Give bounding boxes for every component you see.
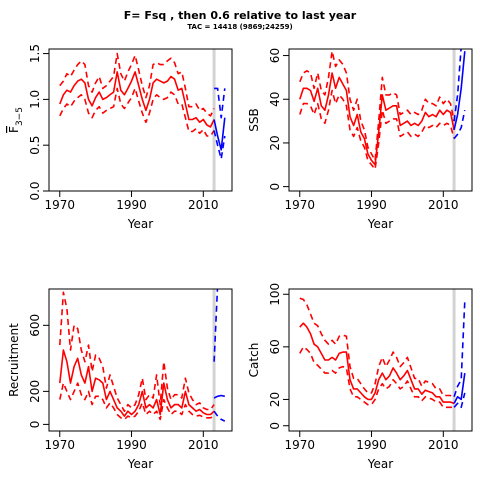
x-axis-label: Year	[127, 457, 153, 471]
x-tick-label: 2010	[428, 438, 459, 452]
x-tick-label: 2010	[428, 198, 459, 212]
chart-panel-bottom-left: 1970 1990 2010 0 200 600 Year Recruitment	[7, 288, 233, 471]
series-group	[59, 52, 226, 160]
y-tick-label: 0.5	[28, 136, 42, 155]
series-projection-upper	[453, 300, 466, 398]
y-axis-label-subscript: 3−5	[15, 107, 25, 126]
chart-panel-top-right: 1970 1990 2010 0 20 40 60 Year SSB	[247, 48, 473, 231]
x-axis-label: Year	[127, 217, 153, 231]
y-axis-label: Catch	[247, 343, 261, 378]
series-group	[59, 289, 226, 422]
x-tick-label: 1970	[284, 438, 315, 452]
y-tick-label: 600	[28, 314, 42, 337]
x-tick-label: 1990	[356, 438, 387, 452]
series-group	[299, 297, 466, 409]
series-history-median	[59, 349, 215, 417]
series-history-lower	[59, 382, 215, 421]
series-history-upper	[299, 297, 455, 398]
x-tick-label: 2010	[188, 438, 219, 452]
series-projection-lower	[213, 410, 226, 422]
series-projection-median	[453, 51, 466, 130]
y-axis-label: SSB	[247, 108, 261, 131]
plot-frame	[48, 48, 233, 192]
chart-panel-top-left: 1970 1990 2010 0.0 0.5 1.0 1.5 Year F3−5	[7, 44, 233, 231]
series-history-upper	[59, 291, 215, 413]
y-tick-label: 1.5	[28, 44, 42, 63]
y-tick-label: 200	[28, 380, 42, 403]
y-tick-label: 20	[268, 392, 282, 407]
x-tick-label: 1970	[44, 438, 75, 452]
series-projection-median	[453, 372, 466, 404]
y-tick-label: 100	[268, 283, 282, 306]
y-tick-label: 20	[268, 135, 282, 150]
y-axis-label-main: F	[7, 126, 21, 133]
plot-frame	[288, 288, 473, 432]
series-history-lower	[299, 346, 455, 409]
series-history-upper	[59, 52, 215, 117]
y-tick-label: 1.0	[28, 90, 42, 109]
figure-subtitle: TAC = 14418 (9869;24259)	[187, 23, 293, 31]
series-history-lower	[299, 89, 455, 170]
series-history-median	[299, 72, 455, 166]
y-tick-label: 60	[268, 339, 282, 354]
figure-title: F= Fsq , then 0.6 relative to last year	[123, 9, 357, 22]
chart-panel-bottom-right: 1970 1990 2010 0 20 60 100 Year Catch	[247, 283, 473, 471]
y-axis-label: F3−5	[7, 107, 25, 133]
x-tick-label: 1970	[284, 198, 315, 212]
x-tick-label: 1990	[116, 438, 147, 452]
series-history-lower	[59, 87, 215, 137]
x-tick-label: 1970	[44, 198, 75, 212]
y-tick-label: 0	[28, 421, 42, 429]
series-projection-lower	[453, 110, 466, 140]
series-history-median	[59, 71, 215, 128]
y-tick-label: 40	[268, 92, 282, 107]
y-tick-label: 0	[268, 183, 282, 191]
series-projection-median	[213, 394, 225, 399]
x-tick-label: 2010	[188, 198, 219, 212]
series-history-median	[299, 322, 455, 405]
plot-frame	[48, 288, 233, 432]
x-axis-label: Year	[367, 457, 393, 471]
x-tick-label: 1990	[116, 198, 147, 212]
series-group	[299, 49, 466, 170]
y-tick-label: 0.0	[28, 181, 42, 200]
series-projection-upper	[213, 289, 219, 362]
series-history-upper	[299, 50, 455, 162]
y-tick-label: 60	[268, 48, 282, 63]
series-projection-lower	[213, 130, 226, 160]
x-tick-label: 1990	[356, 198, 387, 212]
series-projection-median	[213, 117, 226, 151]
series-projection-lower	[453, 392, 466, 409]
y-axis-label: Recruitment	[7, 323, 21, 397]
y-tick-label: 0	[268, 422, 282, 430]
series-projection-upper	[214, 87, 226, 119]
plot-frame	[288, 48, 473, 192]
x-axis-label: Year	[367, 217, 393, 231]
